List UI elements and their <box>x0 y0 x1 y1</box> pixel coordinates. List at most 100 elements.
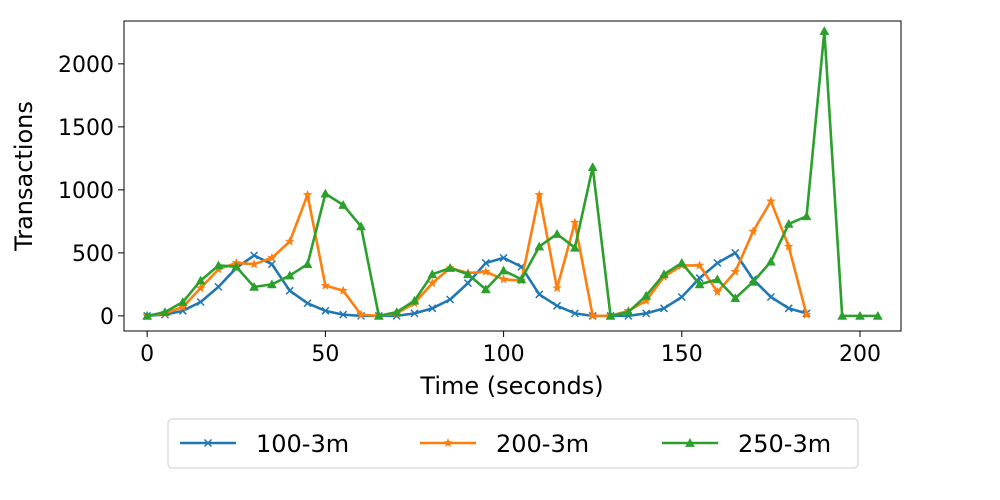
data-point <box>356 309 366 319</box>
data-point <box>713 258 722 267</box>
data-point <box>285 286 294 295</box>
data-point <box>428 304 437 313</box>
data-point <box>534 241 545 251</box>
data-point <box>409 295 420 305</box>
data-point <box>231 261 242 271</box>
legend-marker <box>203 438 213 448</box>
data-point <box>748 276 759 286</box>
data-point <box>748 226 759 236</box>
data-point <box>534 189 545 200</box>
data-point <box>267 260 276 269</box>
data-point <box>783 218 794 228</box>
data-point <box>338 285 349 295</box>
data-point <box>195 282 206 293</box>
data-point <box>819 26 830 35</box>
data-point <box>694 260 705 270</box>
data-point <box>516 274 527 284</box>
data-point <box>641 290 652 300</box>
y-tick-label: 0 <box>100 305 114 330</box>
data-point <box>552 282 563 293</box>
data-point <box>587 310 598 321</box>
plot-frame <box>123 20 902 332</box>
x-tick-label: 150 <box>661 342 703 367</box>
y-tick-label: 1500 <box>58 116 114 141</box>
legend-marker <box>443 437 453 448</box>
data-point <box>784 304 793 313</box>
data-point <box>801 211 812 221</box>
data-point <box>569 217 580 227</box>
series-100-3m <box>143 248 811 320</box>
legend-label: 100-3m <box>256 430 349 458</box>
data-point <box>659 269 669 279</box>
data-point <box>320 280 331 290</box>
legend-box <box>167 418 859 469</box>
data-point <box>730 293 741 303</box>
data-point <box>266 252 277 263</box>
data-point <box>356 221 366 231</box>
data-point <box>302 189 313 200</box>
data-point <box>783 241 794 251</box>
data-point <box>765 256 776 266</box>
data-point <box>410 309 419 318</box>
data-point <box>427 269 438 279</box>
data-point <box>266 279 277 289</box>
y-tick-label: 500 <box>72 242 114 267</box>
data-point <box>249 281 260 291</box>
data-point <box>446 295 455 304</box>
data-point <box>676 257 687 267</box>
data-point <box>730 266 741 276</box>
data-point <box>214 282 223 291</box>
data-point <box>677 292 686 302</box>
series-layer <box>142 26 883 321</box>
data-point <box>213 260 224 270</box>
data-point <box>480 284 491 294</box>
x-axis-title: Time (seconds) <box>419 372 603 400</box>
data-point <box>499 253 508 262</box>
x-axis: 0 50 100 150 200 <box>140 331 881 367</box>
y-axis-title: Transactions <box>10 101 38 252</box>
data-point <box>142 310 153 320</box>
data-point <box>391 307 402 316</box>
data-point <box>284 270 295 280</box>
data-point <box>427 277 438 288</box>
x-tick-label: 200 <box>839 342 881 367</box>
x-tick-label: 50 <box>311 342 339 367</box>
data-point <box>321 306 330 315</box>
data-point <box>250 251 259 260</box>
data-point <box>659 304 669 313</box>
data-point <box>605 310 616 320</box>
data-point <box>765 195 776 206</box>
y-tick-label: 1000 <box>58 179 114 204</box>
data-point <box>463 279 472 288</box>
legend-marker <box>685 437 695 447</box>
data-point <box>553 301 562 310</box>
data-point <box>837 310 848 320</box>
data-point <box>498 265 509 275</box>
data-point <box>498 274 509 284</box>
data-point <box>480 266 491 276</box>
plot-border <box>123 20 902 332</box>
data-point <box>731 248 740 257</box>
legend: 100-3m 200-3m 250-3m <box>167 418 859 469</box>
data-point <box>195 275 206 285</box>
data-point <box>801 309 812 319</box>
data-point <box>463 269 473 279</box>
data-point <box>284 236 295 246</box>
x-tick-label: 0 <box>140 342 154 367</box>
data-point <box>445 262 456 272</box>
data-point <box>481 258 490 267</box>
data-point <box>623 307 634 316</box>
data-point <box>570 309 579 318</box>
data-point <box>302 259 313 269</box>
data-point <box>855 310 865 320</box>
data-point <box>552 228 562 238</box>
data-point <box>320 188 331 198</box>
data-point <box>587 162 598 172</box>
series-line <box>147 251 807 318</box>
data-point <box>872 310 883 320</box>
data-point <box>160 307 170 316</box>
data-point <box>373 310 384 320</box>
series-line <box>146 193 808 318</box>
data-point <box>303 299 312 308</box>
